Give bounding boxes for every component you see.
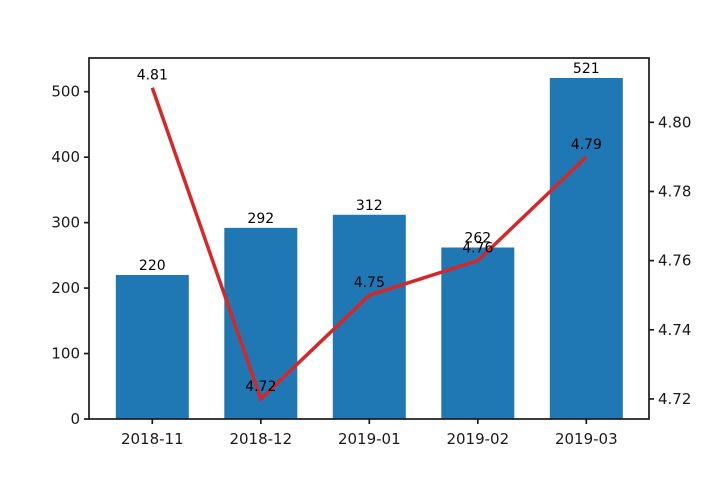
bar-value-label: 521 <box>573 61 600 77</box>
x-tick-label: 2019-01 <box>338 430 401 448</box>
line-value-label: 4.72 <box>245 379 276 395</box>
line-value-label: 4.76 <box>462 241 493 257</box>
y-left-tick-label: 300 <box>51 214 80 232</box>
x-tick-label: 2019-03 <box>555 430 618 448</box>
x-tick-label: 2018-12 <box>229 430 292 448</box>
trend-line <box>150 87 588 403</box>
bar-2019-02 <box>441 247 515 419</box>
y-left-tick-label: 500 <box>51 83 80 101</box>
bar-value-label: 292 <box>247 211 274 227</box>
y-left-tick-label: 200 <box>51 279 80 297</box>
bar-value-label: 312 <box>356 198 383 214</box>
bar-2019-01 <box>332 214 406 419</box>
bar-value-label: 220 <box>139 258 166 274</box>
line-value-label: 4.79 <box>571 137 602 153</box>
y-right-tick-label: 4.72 <box>658 390 691 408</box>
x-tick-label: 2019-02 <box>446 430 509 448</box>
y-left-tick-label: 400 <box>51 148 80 166</box>
line-value-label: 4.81 <box>137 68 168 84</box>
y-right-tick-label: 4.80 <box>658 113 691 131</box>
bar-2018-11 <box>115 274 189 419</box>
x-tick-label: 2018-11 <box>121 430 184 448</box>
y-left-tick-label: 100 <box>51 345 80 363</box>
bar-value-label: 262 <box>464 231 491 247</box>
y-right-tick-label: 4.76 <box>658 252 691 270</box>
bar-2019-03 <box>549 77 623 419</box>
line-value-label: 4.75 <box>354 275 385 291</box>
y-right-tick-label: 4.74 <box>658 321 691 339</box>
y-right-tick-label: 4.78 <box>658 182 691 200</box>
y-left-tick-label: 0 <box>70 410 80 428</box>
bar-2018-12 <box>224 227 298 419</box>
